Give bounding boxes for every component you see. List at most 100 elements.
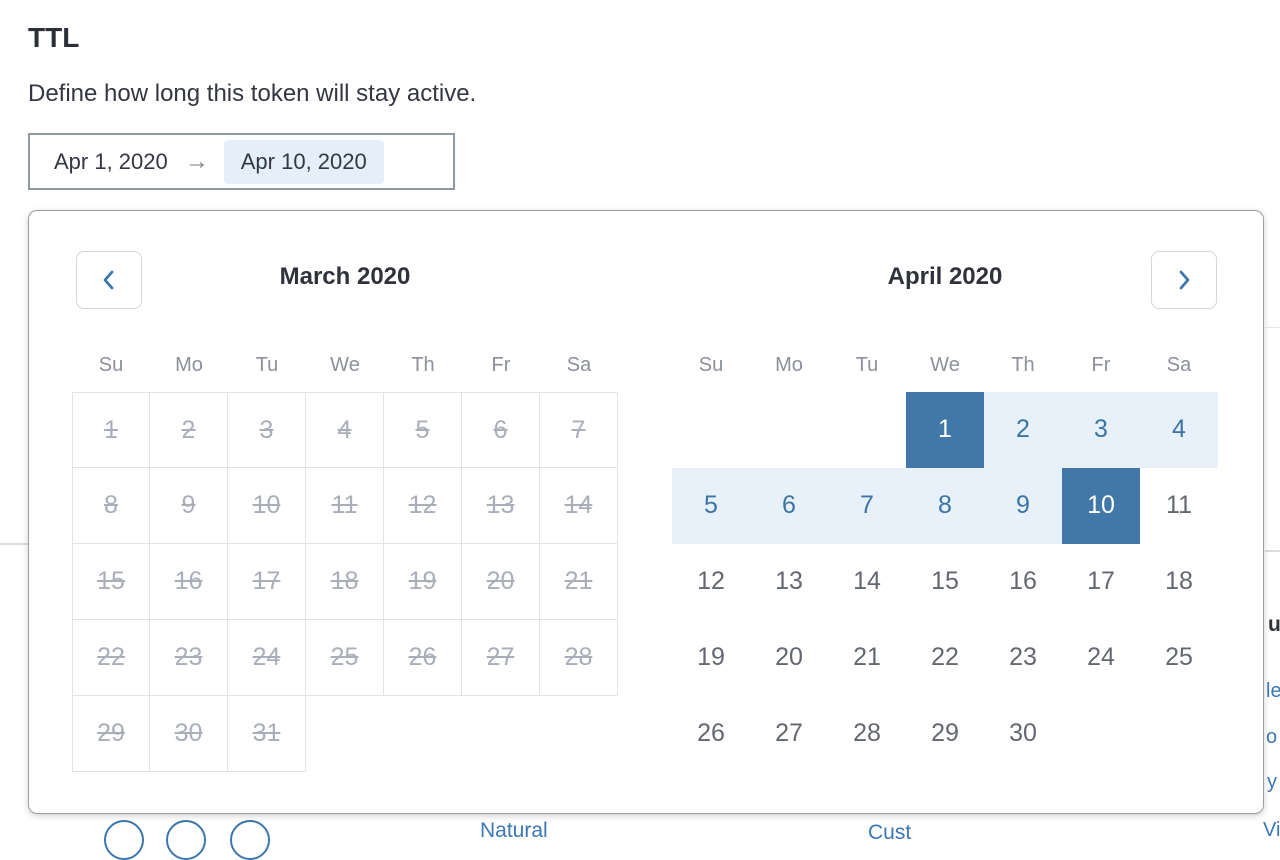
weekday-label: Su: [698, 354, 724, 376]
page-title: TTL: [28, 22, 80, 53]
day-grid: 1 2 3 4 5 6 7 8 9 10 11 12 13 14 15 16 17 18 19 20 21 22 23 24 2…: [72, 392, 618, 772]
disabled-day-cell: 16: [150, 544, 228, 620]
background-link-fragment[interactable]: y: [1267, 771, 1277, 793]
selected-day-cell[interactable]: 10: [1062, 468, 1140, 544]
in-range-day-cell[interactable]: 9: [984, 468, 1062, 544]
calendar-week-row: 12 13 14 15 16 17 18: [672, 544, 1218, 620]
weekday-label: Tu: [255, 354, 279, 376]
calendar-week-row: 19 20 21 22 23 24 25: [672, 620, 1218, 696]
day-cell[interactable]: 29: [931, 719, 959, 747]
day-grid: 1 2 3 4 5 6 7 8 9 10 11 12 13 14 15 16 17 18 19 20 21 22 23 24 2…: [672, 392, 1218, 772]
chevron-left-icon: [99, 266, 119, 294]
empty-day-cell: [384, 696, 462, 772]
disabled-day-cell: 14: [540, 468, 618, 544]
in-range-day-cell[interactable]: 7: [828, 468, 906, 544]
background-link-fragment[interactable]: o: [1266, 726, 1278, 748]
next-month-button[interactable]: [1151, 251, 1217, 309]
weekday-label: Th: [1011, 354, 1035, 376]
day-cell[interactable]: 25: [1165, 643, 1193, 671]
disabled-day-cell: 27: [462, 620, 540, 696]
disabled-day-cell: 23: [150, 620, 228, 696]
day-cell[interactable]: 23: [1009, 643, 1037, 671]
prev-month-button[interactable]: [76, 251, 142, 309]
day-cell[interactable]: 14: [853, 567, 881, 595]
date-range-input[interactable]: Apr 1, 2020 → Apr 10, 2020: [28, 133, 455, 190]
calendar-week-row: 8 9 10 11 12 13 14: [72, 468, 618, 544]
disabled-day-cell: 19: [384, 544, 462, 620]
weekday-header: Su Mo Tu We Th Fr Sa: [72, 354, 618, 377]
end-date-field[interactable]: Apr 10, 2020: [223, 139, 384, 184]
background-bottom-link[interactable]: Vi: [1263, 819, 1280, 841]
selected-day-cell[interactable]: 1: [906, 392, 984, 468]
weekday-label: Tu: [855, 354, 879, 376]
background-circle-button[interactable]: [166, 820, 206, 860]
disabled-day-cell: 4: [306, 392, 384, 468]
disabled-day-cell: 9: [150, 468, 228, 544]
weekday-label: Fr: [491, 354, 511, 376]
day-cell[interactable]: 11: [1166, 491, 1192, 519]
day-cell[interactable]: 18: [1165, 567, 1193, 595]
calendar-week-row: 29 30 31: [72, 696, 618, 772]
day-cell[interactable]: 24: [1087, 643, 1115, 671]
weekday-label: We: [330, 354, 360, 376]
disabled-day-cell: 12: [384, 468, 462, 544]
chevron-right-icon: [1174, 266, 1194, 294]
day-cell[interactable]: 19: [697, 643, 725, 671]
day-cell[interactable]: 26: [697, 719, 725, 747]
empty-day-cell: [1062, 696, 1140, 772]
day-cell[interactable]: 15: [931, 567, 959, 595]
weekday-label: Mo: [775, 354, 803, 376]
disabled-day-cell: 10: [228, 468, 306, 544]
in-range-day-cell[interactable]: 6: [750, 468, 828, 544]
disabled-day-cell: 31: [228, 696, 306, 772]
disabled-day-cell: 8: [72, 468, 150, 544]
day-cell[interactable]: 16: [1009, 567, 1037, 595]
disabled-day-cell: 29: [72, 696, 150, 772]
weekday-label: Sa: [1166, 354, 1192, 376]
in-range-day-cell[interactable]: 8: [906, 468, 984, 544]
day-cell[interactable]: 27: [775, 719, 803, 747]
day-cell[interactable]: 13: [775, 567, 803, 595]
disabled-day-cell: 17: [228, 544, 306, 620]
weekday-header: Su Mo Tu We Th Fr Sa: [672, 354, 1218, 377]
start-date-field[interactable]: Apr 1, 2020: [54, 148, 168, 174]
month-title: April 2020: [887, 263, 1003, 290]
disabled-day-cell: 30: [150, 696, 228, 772]
day-cell[interactable]: 12: [697, 567, 725, 595]
empty-day-cell: [540, 696, 618, 772]
month-title: March 2020: [279, 263, 411, 290]
empty-day-cell: [462, 696, 540, 772]
weekday-label: We: [930, 354, 960, 376]
background-circle-button[interactable]: [104, 820, 144, 860]
disabled-day-cell: 5: [384, 392, 462, 468]
disabled-day-cell: 28: [540, 620, 618, 696]
background-divider-right-mid: [1265, 550, 1280, 552]
day-cell[interactable]: 21: [853, 643, 881, 671]
in-range-day-cell[interactable]: 2: [984, 392, 1062, 468]
disabled-day-cell: 24: [228, 620, 306, 696]
empty-day-cell: [828, 392, 906, 468]
empty-day-cell: [1140, 696, 1218, 772]
background-heading-fragment: u: [1268, 613, 1280, 636]
day-cell[interactable]: 22: [931, 643, 959, 671]
background-bottom-link[interactable]: Natural: [480, 819, 548, 842]
background-divider-left: [0, 543, 28, 545]
day-cell[interactable]: 17: [1087, 567, 1115, 595]
in-range-day-cell[interactable]: 5: [672, 468, 750, 544]
in-range-day-cell[interactable]: 4: [1140, 392, 1218, 468]
disabled-day-cell: 6: [462, 392, 540, 468]
background-bottom-link[interactable]: Cust: [868, 821, 912, 844]
calendar-week-row: 26 27 28 29 30: [672, 696, 1218, 772]
in-range-day-cell[interactable]: 3: [1062, 392, 1140, 468]
day-cell[interactable]: 30: [1009, 719, 1037, 747]
day-cell[interactable]: 20: [775, 643, 803, 671]
calendar-month-april: April 2020 Su Mo Tu We Th Fr Sa 1 2 3 4 5 6 7 8 9 10 11 1…: [672, 211, 1218, 815]
disabled-day-cell: 1: [72, 392, 150, 468]
disabled-day-cell: 20: [462, 544, 540, 620]
day-cell[interactable]: 28: [853, 719, 881, 747]
background-circle-button[interactable]: [230, 820, 270, 860]
disabled-day-cell: 26: [384, 620, 462, 696]
background-link-fragment[interactable]: le: [1266, 680, 1280, 702]
disabled-day-cell: 7: [540, 392, 618, 468]
